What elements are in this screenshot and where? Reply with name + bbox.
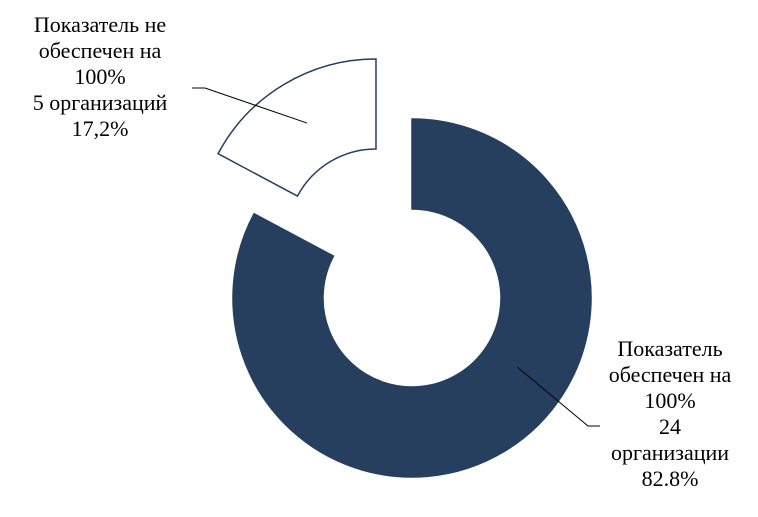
label-provided: Показатель обеспечен на 100% 24 организа… bbox=[590, 336, 750, 492]
label-not-provided-line-3: 100% bbox=[74, 64, 126, 89]
label-not-provided-line-1: Показатель не bbox=[33, 12, 167, 37]
label-provided-line-2: обеспечен на bbox=[608, 362, 732, 387]
label-not-provided-line-5: 17,2% bbox=[71, 116, 129, 141]
leader-line-not-provided bbox=[192, 87, 308, 124]
label-provided-line-6: 82.8% bbox=[641, 466, 699, 491]
label-provided-line-1: Показатель bbox=[617, 336, 723, 361]
slice-provided bbox=[232, 118, 592, 478]
label-provided-line-3: 100% bbox=[644, 388, 696, 413]
label-not-provided: Показатель не обеспечен на 100% 5 органи… bbox=[0, 12, 200, 142]
label-not-provided-line-2: обеспечен на bbox=[38, 38, 162, 63]
leader-line-provided bbox=[517, 366, 600, 427]
slice-not-provided bbox=[217, 58, 377, 198]
label-provided-line-4: 24 bbox=[659, 414, 681, 439]
label-provided-line-5: организации bbox=[610, 440, 730, 465]
label-not-provided-line-4: 5 организаций bbox=[32, 90, 168, 115]
